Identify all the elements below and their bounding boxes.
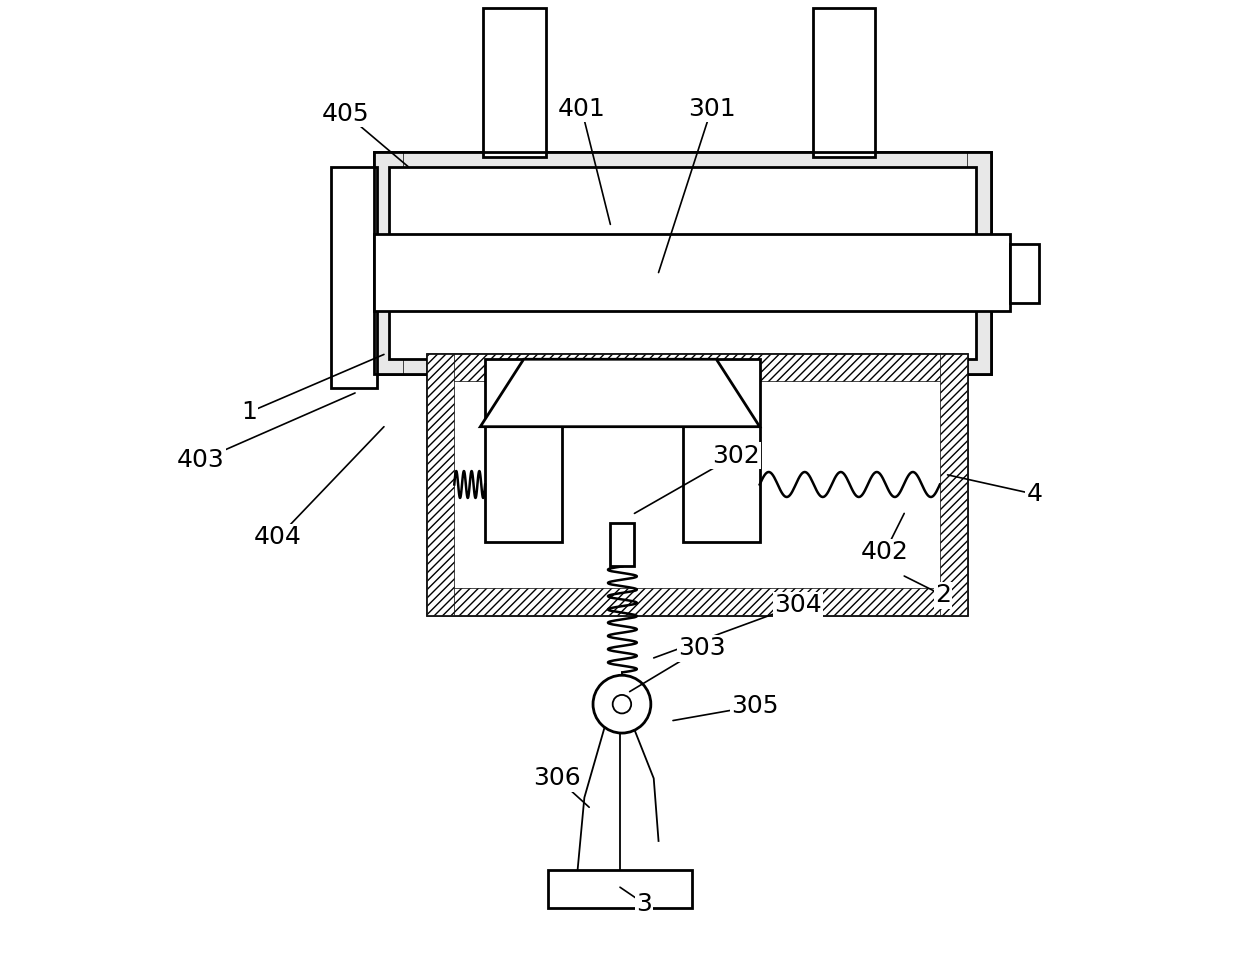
Bar bbox=[610, 523, 635, 567]
Text: 2: 2 bbox=[935, 583, 951, 608]
Bar bbox=[389, 167, 976, 359]
Bar bbox=[374, 152, 403, 374]
Bar bbox=[374, 234, 1011, 311]
Bar bbox=[374, 152, 991, 181]
Text: 401: 401 bbox=[558, 97, 605, 121]
Text: 304: 304 bbox=[774, 593, 822, 617]
Bar bbox=[812, 8, 875, 157]
Text: 1: 1 bbox=[241, 400, 257, 424]
Bar bbox=[428, 355, 967, 382]
Bar bbox=[967, 152, 991, 374]
Text: 3: 3 bbox=[636, 891, 652, 916]
Text: 303: 303 bbox=[678, 637, 725, 660]
Text: 301: 301 bbox=[688, 97, 735, 121]
Text: 4: 4 bbox=[1027, 483, 1043, 506]
Bar bbox=[331, 167, 377, 389]
Circle shape bbox=[613, 695, 631, 713]
Bar bbox=[485, 359, 562, 543]
Text: 302: 302 bbox=[712, 444, 759, 468]
Bar bbox=[1011, 243, 1039, 303]
Bar bbox=[374, 345, 991, 374]
Circle shape bbox=[593, 675, 651, 734]
Bar bbox=[374, 152, 991, 374]
Text: 402: 402 bbox=[861, 540, 909, 564]
Bar bbox=[428, 355, 967, 614]
Bar bbox=[548, 870, 692, 908]
Text: 404: 404 bbox=[254, 525, 301, 549]
Bar bbox=[484, 8, 546, 157]
Bar bbox=[428, 587, 967, 614]
Bar bbox=[940, 355, 967, 614]
Bar bbox=[374, 152, 991, 374]
Polygon shape bbox=[480, 359, 760, 426]
Bar bbox=[428, 355, 454, 614]
Text: 405: 405 bbox=[321, 102, 370, 126]
Text: 305: 305 bbox=[732, 694, 779, 718]
Text: 306: 306 bbox=[533, 766, 582, 791]
Text: 403: 403 bbox=[177, 449, 224, 473]
Bar bbox=[683, 359, 760, 543]
